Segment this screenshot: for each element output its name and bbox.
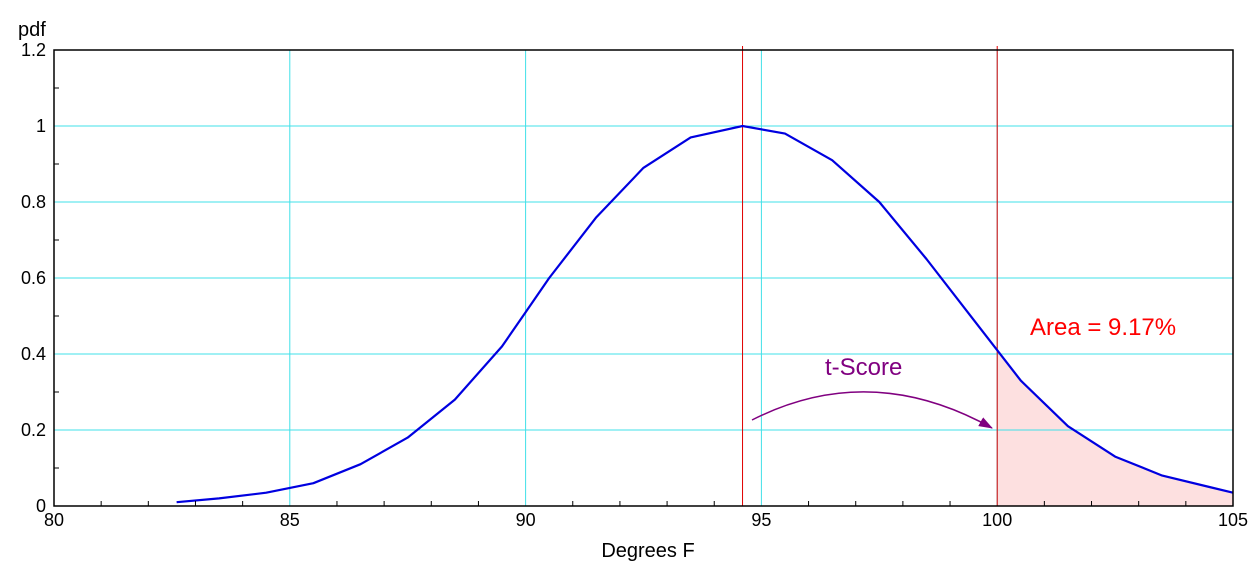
axis-layer xyxy=(53,49,1234,507)
plot-frame xyxy=(53,49,1234,507)
y-tick-label: 1 xyxy=(36,116,46,136)
shaded-area-layer xyxy=(997,350,1233,506)
x-tick-label: 80 xyxy=(44,510,64,530)
y-tick-label: 0.6 xyxy=(21,268,46,288)
grid-layer xyxy=(54,50,1233,506)
pdf-curve xyxy=(176,124,1234,504)
y-tick-label: 1.2 xyxy=(21,40,46,60)
y-tick-label: 0 xyxy=(36,496,46,516)
x-tick-label: 100 xyxy=(982,510,1012,530)
y-tick-label: 0.2 xyxy=(21,420,46,440)
x-tick-label: 85 xyxy=(280,510,300,530)
curve-layer xyxy=(176,124,1234,504)
y-axis-title: pdf xyxy=(18,19,46,41)
shaded-area xyxy=(997,350,1233,506)
area-annotation: Area = 9.17% xyxy=(1030,314,1176,341)
x-tick-label: 90 xyxy=(516,510,536,530)
t-score-arrow xyxy=(751,391,993,429)
y-tick-label: 0.8 xyxy=(21,192,46,212)
label-layer: 80 85 90 95 100 105 0 0.2 0.4 0.6 0.8 1 1.2 xyxy=(21,40,1248,530)
vertical-marker-layer xyxy=(742,46,998,506)
x-axis-title: Degrees F xyxy=(601,540,694,562)
y-tick-label: 0.4 xyxy=(21,344,46,364)
x-tick-label: 105 xyxy=(1218,510,1248,530)
t-score-annotation: t-Score xyxy=(825,354,902,381)
x-tick-label: 95 xyxy=(751,510,771,530)
